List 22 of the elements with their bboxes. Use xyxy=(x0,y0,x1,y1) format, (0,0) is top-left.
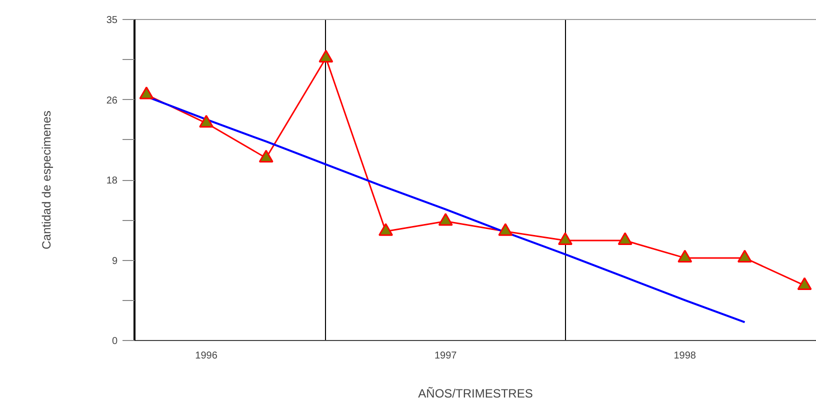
y-axis-title: Cantidad de especimenes xyxy=(39,110,54,250)
point xyxy=(797,277,812,290)
point xyxy=(378,223,394,236)
point xyxy=(438,213,453,226)
point xyxy=(618,232,632,246)
point xyxy=(558,232,572,246)
x-tick-label: 1997 xyxy=(434,350,458,362)
point xyxy=(737,250,752,262)
y-tick-label: 0 xyxy=(112,336,118,347)
y-tick-label: 9 xyxy=(112,256,118,267)
point xyxy=(258,150,274,162)
point xyxy=(318,50,334,63)
point xyxy=(498,223,513,236)
point xyxy=(678,250,692,262)
x-axis-title: AÑOS/TRIMESTRES xyxy=(418,386,533,400)
point xyxy=(199,114,214,128)
x-tick-label: 1998 xyxy=(674,350,696,362)
y-tick-label: 26 xyxy=(106,95,118,106)
y-tick-label: 18 xyxy=(106,176,118,186)
y-tick-label: 35 xyxy=(106,15,118,26)
point xyxy=(139,86,154,100)
x-tick-label: 1996 xyxy=(195,350,218,362)
